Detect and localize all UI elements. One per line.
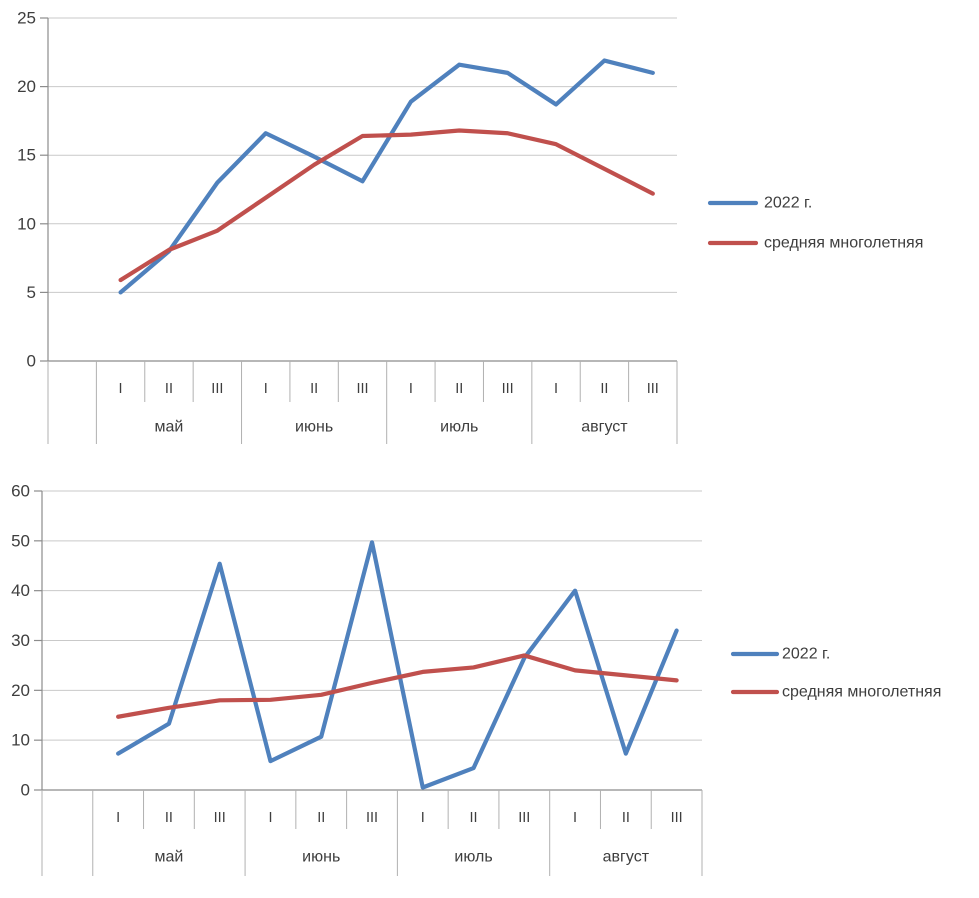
month-label: май bbox=[155, 849, 184, 866]
decade-label: I bbox=[264, 381, 268, 397]
y-tick-label: 5 bbox=[27, 283, 36, 302]
decade-label: III bbox=[671, 810, 683, 826]
decade-label: II bbox=[470, 810, 478, 826]
decade-label: III bbox=[211, 381, 223, 397]
y-tick-label: 50 bbox=[11, 531, 30, 550]
decade-label: I bbox=[116, 810, 120, 826]
legend-label: 2022 г. bbox=[782, 646, 830, 663]
decade-label: I bbox=[554, 381, 558, 397]
decade-label: II bbox=[622, 810, 630, 826]
month-label: июль bbox=[454, 849, 492, 866]
decade-label: III bbox=[214, 810, 226, 826]
decade-label: II bbox=[600, 381, 608, 397]
month-label: июль bbox=[440, 419, 478, 436]
decade-label: I bbox=[573, 810, 577, 826]
decade-label: II bbox=[317, 810, 325, 826]
y-tick-label: 20 bbox=[17, 77, 36, 96]
series-2022-line bbox=[118, 58, 655, 295]
legend-label: средняя многолетняя bbox=[764, 235, 923, 252]
decade-label: II bbox=[165, 810, 173, 826]
decade-label: I bbox=[409, 381, 413, 397]
y-tick-label: 20 bbox=[11, 681, 30, 700]
decade-label: III bbox=[518, 810, 530, 826]
y-tick-label: 0 bbox=[21, 781, 30, 800]
y-tick-label: 15 bbox=[17, 146, 36, 165]
decade-label: III bbox=[366, 810, 378, 826]
decade-label: III bbox=[356, 381, 368, 397]
month-label: август bbox=[581, 419, 628, 436]
series-longterm-avg-line bbox=[116, 653, 679, 719]
y-tick-label: 40 bbox=[11, 581, 30, 600]
month-label: май bbox=[155, 419, 184, 436]
month-label: август bbox=[603, 849, 650, 866]
legend-label: 2022 г. bbox=[764, 195, 812, 212]
decade-label: I bbox=[421, 810, 425, 826]
y-tick-label: 60 bbox=[11, 482, 30, 501]
y-tick-label: 10 bbox=[17, 214, 36, 233]
decade-label: I bbox=[268, 810, 272, 826]
month-label: июнь bbox=[295, 419, 333, 436]
y-tick-label: 25 bbox=[17, 9, 36, 28]
y-tick-label: 10 bbox=[11, 731, 30, 750]
series-longterm-avg-line bbox=[118, 128, 655, 283]
decade-label: II bbox=[165, 381, 173, 397]
y-tick-label: 0 bbox=[27, 352, 36, 371]
month-label: июнь bbox=[302, 849, 340, 866]
legend-label: средняя многолетняя bbox=[782, 684, 941, 701]
decade-label: II bbox=[455, 381, 463, 397]
y-tick-label: 30 bbox=[11, 631, 30, 650]
series-2022-line bbox=[116, 540, 679, 790]
decade-label: II bbox=[310, 381, 318, 397]
decade-label: III bbox=[647, 381, 659, 397]
decade-label: I bbox=[119, 381, 123, 397]
decade-label: III bbox=[502, 381, 514, 397]
